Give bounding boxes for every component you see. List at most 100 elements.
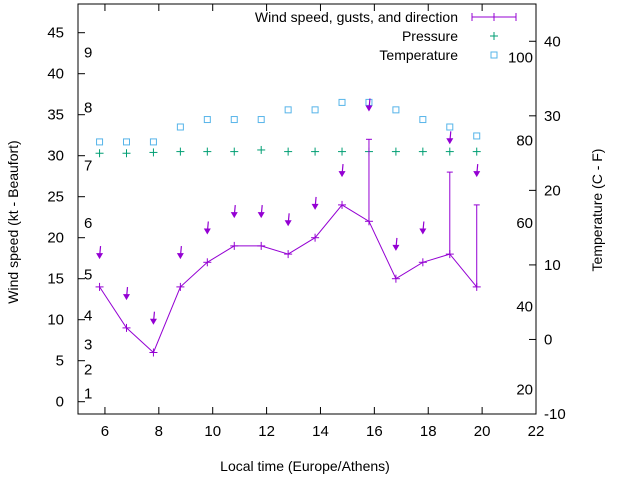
pressure-point (149, 148, 158, 157)
temperature-point (122, 138, 130, 146)
legend-sample-wind (471, 13, 517, 21)
legend-label-temperature: Temperature (379, 47, 458, 63)
pressure-series (95, 145, 481, 158)
temperature-point (338, 98, 346, 106)
wind-direction-arrow (203, 221, 211, 235)
pressure-point (122, 149, 131, 158)
temperature-point (284, 106, 292, 114)
plot-frame (77, 3, 537, 415)
wind-direction-arrow (338, 164, 346, 178)
wind-direction-arrow (230, 205, 238, 219)
pressure-point (418, 147, 427, 156)
y-tick-label: 15 (47, 271, 64, 288)
wind-direction-arrow (122, 287, 130, 301)
pressure-point (391, 147, 400, 156)
temperature-point (257, 116, 265, 124)
beaufort-label: 7 (84, 158, 92, 175)
x-tick-label: 22 (528, 423, 545, 440)
temperature-point (203, 116, 211, 124)
wind-point (230, 241, 239, 250)
legend: Wind speed, gusts, and direction Pressur… (255, 9, 517, 63)
temperature-point (96, 138, 104, 146)
wind-direction-arrow (96, 246, 104, 260)
plot-border (77, 3, 537, 415)
legend-sample-pressure (490, 32, 498, 40)
wind-point (203, 258, 212, 267)
legend-label-pressure: Pressure (402, 28, 458, 44)
pressure-point (445, 147, 454, 156)
wind-point (338, 200, 347, 209)
temperature-point (392, 106, 400, 114)
pressure-point (472, 147, 481, 156)
fahrenheit-scale: 20 40 60 80 100 (508, 50, 533, 399)
fahrenheit-label: 40 (516, 299, 533, 316)
y-tick-label: 35 (47, 107, 64, 124)
temperature-point (149, 138, 157, 146)
y-axis: 0 5 10 15 20 25 30 35 40 45 (47, 25, 85, 411)
legend-marker-pressure (490, 32, 498, 40)
wind-point (418, 258, 427, 267)
pressure-point (230, 147, 239, 156)
y2-axis-title: Temperature (C - F) (589, 149, 605, 272)
wind-line (99, 204, 478, 354)
x-tick-label: 10 (204, 423, 221, 440)
wind-series (95, 98, 481, 357)
wind-point (391, 274, 400, 283)
wind-direction-arrow (419, 221, 427, 235)
y2-tick-label: 40 (544, 33, 561, 50)
wind-point (284, 250, 293, 259)
fahrenheit-label: 20 (516, 381, 533, 398)
beaufort-label: 9 (84, 44, 92, 61)
y2-tick-label: -10 (544, 406, 566, 423)
legend-sample-temperature (490, 51, 498, 59)
x-axis: 6 8 10 12 14 16 18 20 22 (101, 4, 545, 440)
x-tick-label: 16 (366, 423, 383, 440)
x-tick-label: 6 (101, 423, 109, 440)
wind-direction-arrow (446, 131, 454, 145)
beaufort-scale: 1 2 3 4 5 6 7 8 9 (84, 44, 92, 402)
fahrenheit-label: 80 (516, 132, 533, 149)
y2-tick-label: 10 (544, 257, 561, 274)
pressure-point (284, 147, 293, 156)
temperature-point (176, 123, 184, 131)
y-tick-label: 5 (56, 353, 64, 370)
fahrenheit-label: 100 (508, 50, 533, 67)
pressure-point (257, 145, 266, 154)
wind-direction-arrow (473, 164, 481, 178)
y2-tick-label: 0 (544, 331, 552, 348)
y-axis-title: Wind speed (kt - Beaufort) (5, 140, 21, 303)
beaufort-label: 6 (84, 215, 92, 232)
y-tick-label: 40 (47, 66, 64, 83)
pressure-point (95, 149, 104, 158)
wind-point (122, 323, 131, 332)
wind-direction-arrow (392, 237, 400, 251)
beaufort-label: 3 (84, 336, 92, 353)
x-tick-label: 20 (474, 423, 491, 440)
temperature-point (446, 123, 454, 131)
temperature-point (473, 132, 481, 140)
beaufort-label: 4 (84, 308, 92, 325)
wind-point (149, 348, 158, 357)
x-tick-label: 12 (258, 423, 275, 440)
wind-direction-arrow (149, 311, 157, 325)
y-tick-label: 30 (47, 148, 64, 165)
y-tick-label: 20 (47, 230, 64, 247)
wind-point (257, 241, 266, 250)
pressure-point (203, 147, 212, 156)
temperature-series (96, 98, 481, 146)
x-tick-label: 18 (420, 423, 437, 440)
pressure-point (311, 147, 320, 156)
wind-point (95, 282, 104, 291)
wind-direction-arrow (284, 213, 292, 227)
wind-direction-arrow (257, 205, 265, 219)
wind-direction-arrow (311, 196, 319, 210)
legend-marker-wind (490, 13, 498, 21)
legend-label-wind: Wind speed, gusts, and direction (255, 9, 458, 25)
y2-tick-label: 20 (544, 182, 561, 199)
beaufort-label: 2 (84, 362, 92, 379)
wind-direction-arrow (365, 98, 373, 112)
y-tick-label: 25 (47, 189, 64, 206)
beaufort-label: 1 (84, 386, 92, 403)
wind-point (176, 282, 185, 291)
